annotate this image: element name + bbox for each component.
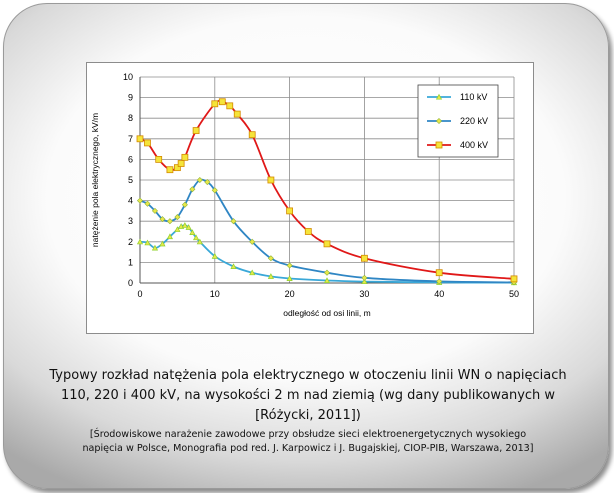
y-tick-label: 3 [128,216,133,226]
y-tick-label: 8 [128,113,133,123]
figure-source: [Środowiskowe narażenie zawodowe przy ob… [38,428,578,456]
data-point [249,238,256,245]
y-tick-label: 2 [128,237,133,247]
data-point [151,244,159,251]
x-tick-label: 0 [137,289,142,299]
data-point [304,228,312,235]
figure-caption: Typowy rozkład natężenia pola elektryczn… [38,366,578,426]
chart-frame: 0 1 2 3 4 5 6 7 8 9 10 0 10 20 30 40 50 odległość od osi … [86,62,534,334]
data-point [166,166,174,174]
x-axis-title: odległość od osi linii, m [283,308,370,318]
data-point [211,187,218,194]
data-point [211,100,219,108]
data-point [192,127,200,134]
y-tick-label: 6 [128,154,133,164]
legend-label: 110 kV [460,92,487,102]
x-tick-label: 20 [285,289,295,299]
data-point [323,277,331,284]
x-tick-label: 40 [434,289,444,299]
chart-legend: 110 kV 220 kV 400 kV [417,84,499,158]
data-point [230,263,237,269]
data-point [286,207,294,215]
y-tick-label: 7 [128,134,133,144]
data-point [196,238,203,245]
data-point [218,98,226,106]
data-point [435,269,443,277]
data-point [230,218,237,225]
data-point [267,176,275,184]
data-point [436,278,443,285]
data-point [136,135,144,143]
legend-label: 220 kV [460,116,488,126]
chart: 0 1 2 3 4 5 6 7 8 9 10 0 10 20 30 40 50 odległość od osi … [90,72,519,318]
data-point [267,255,274,262]
series-400-kv [136,98,518,283]
data-point [286,262,293,269]
data-point [174,226,181,232]
legend-swatch-marker [435,141,443,149]
data-point [151,207,158,214]
series-line [139,178,515,284]
data-point [204,179,211,186]
data-point [323,240,331,248]
y-tick-label: 10 [123,72,133,82]
data-point [360,254,368,262]
data-point [174,164,181,172]
x-tick-label: 10 [210,289,220,299]
y-tick-label: 1 [128,257,133,267]
data-point [166,233,174,240]
y-axis-title: natężenie pola elektrycznego, kV/m [90,113,100,247]
legend-label: 400 kV [460,140,488,150]
y-tick-label: 4 [128,196,133,206]
data-point [144,139,151,147]
data-point [136,197,144,204]
data-point [249,269,256,276]
data-point [181,222,188,228]
y-tick-label: 5 [128,175,133,185]
data-point [166,218,173,225]
data-point [510,275,518,283]
data-point [193,234,200,241]
source-line-2: napięcia w Polsce, Monografia pod red. J… [82,443,534,454]
data-point [211,252,218,259]
data-point [361,278,368,285]
data-point [286,275,293,281]
data-point [189,186,196,193]
data-point [267,273,274,279]
series-110-kv [136,222,518,286]
data-point [159,240,166,247]
legend-item: 400 kV [427,140,488,150]
data-point [181,153,189,161]
data-point [185,224,192,230]
data-point [196,176,203,184]
data-point [323,269,331,276]
legend-item: 110 kV [427,92,487,102]
legend-swatch-marker [435,93,443,100]
data-point [177,160,185,167]
caption-line-2: 110, 220 i 400 kV, na wysokości 2 m nad … [60,388,556,403]
data-point [155,156,163,163]
caption-line-1: Typowy rozkład natężenia pola elektryczn… [49,368,567,383]
series-220-kv [136,176,518,286]
data-point [136,238,144,245]
source-line-1: [Środowiskowe narażenie zawodowe przy ob… [89,429,527,440]
data-point [189,229,196,236]
legend-item: 220 kV [427,116,488,126]
caption-line-3: [Różycki, 2011]) [255,408,361,423]
data-point [174,214,181,221]
data-point [361,274,368,281]
x-tick-label: 30 [359,289,369,299]
data-point [159,216,166,223]
y-tick-label: 9 [128,93,133,103]
data-point [181,201,188,208]
data-point [248,131,256,139]
data-point [144,239,151,246]
data-point [144,200,151,207]
x-tick-label: 50 [509,289,519,299]
data-point [226,102,234,110]
legend-swatch-marker [435,117,443,125]
y-tick-label: 0 [128,278,133,288]
data-point [233,110,241,118]
